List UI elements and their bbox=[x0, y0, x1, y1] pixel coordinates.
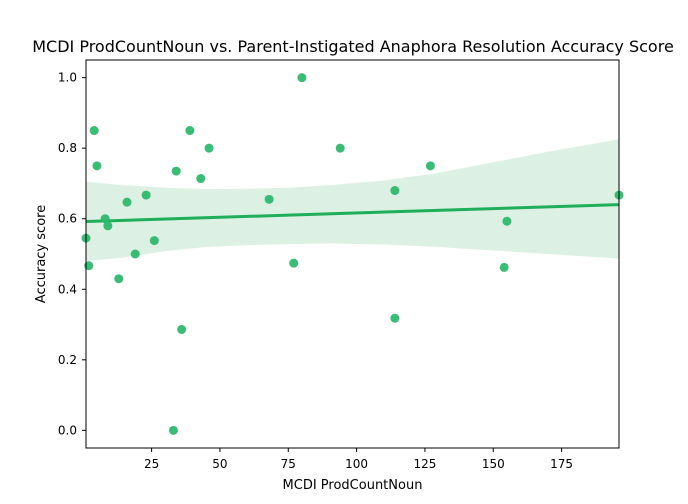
data-point bbox=[122, 197, 132, 207]
data-point bbox=[141, 190, 151, 200]
data-point bbox=[196, 174, 206, 184]
x-axis-label: MCDI ProdCountNoun bbox=[283, 478, 423, 493]
data-point bbox=[264, 194, 274, 204]
chart-title: MCDI ProdCountNoun vs. Parent-Instigated… bbox=[32, 37, 674, 56]
data-point bbox=[390, 186, 400, 196]
data-point bbox=[130, 249, 140, 259]
data-point bbox=[103, 221, 113, 231]
confidence-band bbox=[86, 139, 619, 262]
data-point bbox=[92, 161, 102, 171]
scatter-points bbox=[81, 73, 624, 435]
y-tick-label: 0.8 bbox=[58, 141, 77, 155]
y-tick-label: 0.4 bbox=[58, 282, 77, 296]
data-point bbox=[177, 324, 187, 334]
data-point bbox=[335, 143, 345, 153]
data-point bbox=[149, 236, 159, 246]
x-tick-label: 150 bbox=[482, 457, 505, 471]
axes-frame bbox=[85, 59, 620, 449]
data-point bbox=[425, 161, 435, 171]
data-point bbox=[390, 313, 400, 323]
y-tick-label: 1.0 bbox=[58, 71, 77, 85]
x-tick-label: 50 bbox=[212, 457, 227, 471]
y-tick-label: 0.2 bbox=[58, 353, 77, 367]
y-tick-label: 0.6 bbox=[58, 212, 77, 226]
x-axis-ticks: 25 50 75 100 125 150 175 bbox=[144, 448, 573, 471]
y-axis-label: Accuracy score bbox=[34, 205, 49, 303]
y-axis-ticks: 0.0 0.2 0.4 0.6 0.8 1.0 bbox=[58, 71, 86, 437]
plot-area bbox=[81, 73, 624, 435]
data-point bbox=[185, 126, 195, 136]
x-tick-label: 100 bbox=[345, 457, 368, 471]
y-tick-label: 0.0 bbox=[58, 423, 77, 437]
x-tick-label: 125 bbox=[413, 457, 436, 471]
data-point bbox=[499, 262, 509, 272]
data-point bbox=[297, 73, 307, 83]
regression-line bbox=[85, 203, 620, 224]
x-tick-label: 25 bbox=[144, 457, 159, 471]
x-tick-label: 175 bbox=[550, 457, 573, 471]
data-point bbox=[204, 143, 214, 153]
data-point bbox=[114, 274, 124, 284]
data-point bbox=[100, 214, 110, 224]
data-point bbox=[289, 258, 299, 268]
x-tick-label: 75 bbox=[281, 457, 296, 471]
data-point bbox=[171, 166, 181, 176]
data-point bbox=[89, 126, 99, 136]
data-point bbox=[168, 425, 178, 435]
data-point bbox=[502, 216, 512, 226]
